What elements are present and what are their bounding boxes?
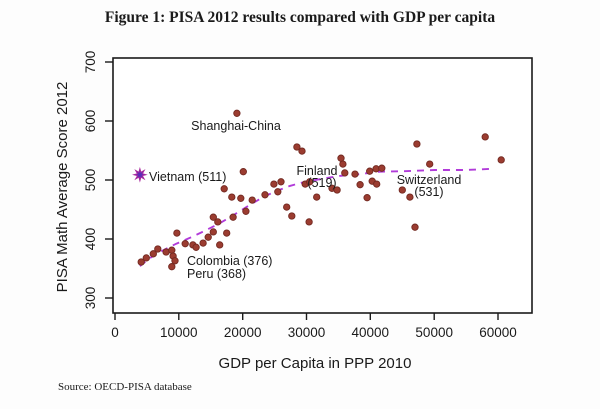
data-point bbox=[426, 160, 434, 168]
data-point bbox=[233, 109, 241, 117]
y-tick-label: 500 bbox=[83, 169, 98, 192]
data-point bbox=[204, 233, 212, 241]
data-point bbox=[137, 258, 145, 266]
data-point bbox=[351, 170, 359, 178]
x-tick-label: 0 bbox=[111, 325, 119, 340]
annotation-switzerland-line2: (531) bbox=[414, 185, 443, 199]
data-point bbox=[305, 218, 313, 226]
data-point bbox=[356, 181, 364, 189]
data-point bbox=[214, 218, 222, 226]
annotations: Shanghai-China Vietnam (511) Finland (51… bbox=[149, 119, 461, 281]
data-point bbox=[168, 246, 176, 254]
data-point bbox=[288, 212, 296, 220]
data-point bbox=[337, 154, 345, 162]
data-point bbox=[199, 239, 207, 247]
annotation-shanghai: Shanghai-China bbox=[191, 119, 281, 133]
x-tick-label: 30000 bbox=[288, 325, 326, 340]
trend-line bbox=[139, 167, 493, 267]
data-point bbox=[341, 169, 349, 177]
data-point bbox=[261, 191, 269, 199]
data-point bbox=[168, 263, 176, 271]
y-axis-tick-labels: 300 400 500 600 700 bbox=[83, 51, 98, 310]
data-point bbox=[216, 241, 224, 249]
y-tick-label: 400 bbox=[83, 228, 98, 251]
data-point bbox=[406, 193, 414, 201]
x-axis-label: GDP per Capita in PPP 2010 bbox=[219, 355, 412, 372]
y-tick-label: 600 bbox=[83, 110, 98, 133]
annotation-vietnam: Vietnam (511) bbox=[149, 170, 226, 184]
data-point bbox=[209, 213, 217, 221]
data-point bbox=[413, 140, 421, 148]
x-tick-label: 60000 bbox=[479, 325, 517, 340]
figure-title: Figure 1: PISA 2012 results compared wit… bbox=[105, 9, 495, 26]
vietnam-star-marker bbox=[132, 166, 148, 183]
data-point bbox=[411, 223, 419, 231]
data-point bbox=[149, 250, 157, 258]
data-point bbox=[220, 185, 228, 193]
data-point bbox=[237, 194, 245, 202]
annotation-finland-line2: (519) bbox=[307, 176, 336, 190]
data-point bbox=[497, 156, 505, 164]
x-axis-tick-labels: 0 10000 20000 30000 40000 50000 60000 bbox=[111, 325, 517, 340]
annotation-colombia: Colombia (376) bbox=[187, 254, 272, 268]
data-point bbox=[248, 196, 256, 204]
data-point bbox=[173, 229, 181, 237]
data-point bbox=[192, 243, 200, 251]
data-point bbox=[363, 194, 371, 202]
y-axis-label: PISA Math Average Score 2012 bbox=[54, 82, 71, 293]
data-point bbox=[293, 143, 301, 151]
data-point bbox=[283, 203, 291, 211]
x-axis-ticks bbox=[114, 313, 499, 320]
annotation-finland-line1: Finland bbox=[297, 164, 338, 178]
data-point bbox=[306, 178, 314, 186]
source-note: Source: OECD-PISA database bbox=[58, 381, 192, 393]
data-point bbox=[154, 245, 162, 253]
data-point bbox=[313, 193, 321, 201]
data-point bbox=[171, 257, 179, 265]
data-point bbox=[366, 167, 374, 175]
x-tick-label: 40000 bbox=[352, 325, 390, 340]
data-point bbox=[239, 168, 247, 176]
data-point bbox=[298, 147, 306, 155]
data-point bbox=[242, 207, 250, 215]
y-axis-ticks bbox=[105, 61, 113, 299]
data-point bbox=[277, 178, 285, 186]
annotation-peru: Peru (368) bbox=[187, 267, 246, 281]
data-point bbox=[142, 254, 150, 262]
data-point bbox=[398, 186, 406, 194]
data-point bbox=[274, 188, 282, 196]
y-tick-label: 700 bbox=[83, 51, 98, 74]
plot-area bbox=[112, 57, 533, 314]
data-point bbox=[333, 186, 341, 194]
x-tick-label: 20000 bbox=[224, 325, 262, 340]
data-point bbox=[229, 213, 237, 221]
data-point bbox=[228, 193, 236, 201]
x-tick-label: 50000 bbox=[415, 325, 453, 340]
data-point bbox=[378, 164, 386, 172]
data-point bbox=[481, 133, 489, 141]
y-tick-label: 300 bbox=[83, 287, 98, 310]
data-point bbox=[339, 160, 347, 168]
data-point bbox=[270, 180, 278, 188]
data-point bbox=[373, 180, 381, 188]
data-point bbox=[181, 240, 189, 248]
data-point bbox=[223, 229, 231, 237]
annotation-switzerland-line1: Switzerland bbox=[397, 173, 462, 187]
data-point bbox=[209, 228, 217, 236]
x-tick-label: 10000 bbox=[160, 325, 198, 340]
scatter-points bbox=[137, 109, 505, 271]
